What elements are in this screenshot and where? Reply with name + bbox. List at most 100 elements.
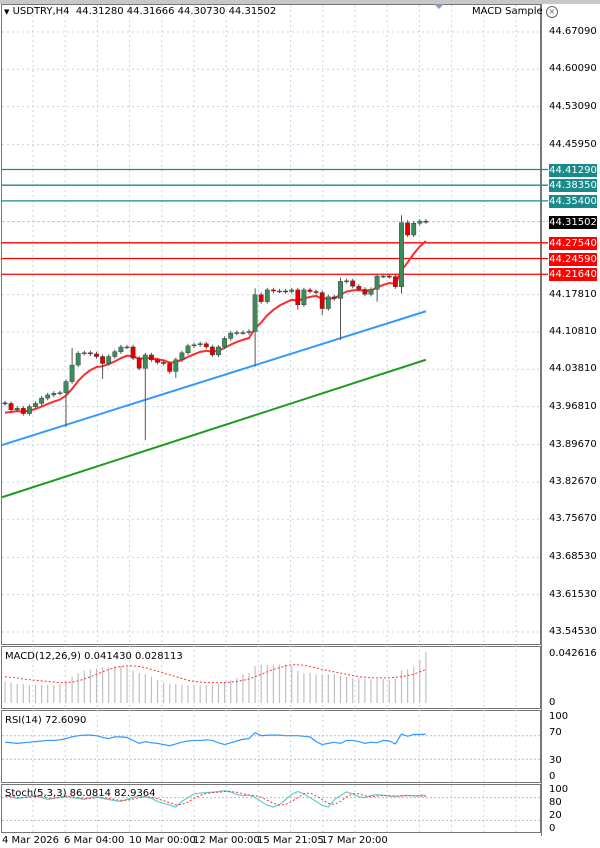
mid-moving-average-line bbox=[1, 310, 427, 446]
bearish-candle bbox=[313, 291, 319, 293]
bullish-candle bbox=[228, 332, 234, 339]
ohlc-values: 44.31280 44.31666 44.30730 44.31502 bbox=[75, 6, 277, 17]
price-tick-label: 43.82670 bbox=[549, 475, 597, 487]
window-top-bar bbox=[0, 0, 600, 4]
price-tick-label: 44.17810 bbox=[549, 288, 597, 300]
bullish-candle bbox=[27, 406, 32, 414]
bullish-candle bbox=[173, 359, 179, 372]
bearish-candle bbox=[405, 222, 410, 236]
bullish-candle bbox=[45, 394, 51, 399]
bullish-candle bbox=[252, 294, 258, 332]
bullish-candle bbox=[380, 275, 386, 278]
price-tick-label: 44.53090 bbox=[549, 100, 597, 112]
chart-shift-marker-icon[interactable] bbox=[434, 4, 444, 9]
bullish-candle bbox=[63, 381, 69, 393]
symbol-header: ▼ USDTRY,H4 44.31280 44.31666 44.30730 4… bbox=[4, 6, 276, 17]
stoch-tick-100: 100 bbox=[549, 784, 569, 795]
expert-advisor-label[interactable]: MACD Sample × bbox=[472, 6, 558, 18]
main-price-pane[interactable] bbox=[1, 4, 541, 645]
circle-x-icon[interactable]: × bbox=[545, 6, 558, 18]
bullish-candle bbox=[289, 289, 295, 292]
bullish-candle bbox=[191, 344, 197, 347]
support-price-label: 44.27540 bbox=[549, 236, 597, 250]
time-label: 15 Mar 21:05 bbox=[257, 835, 324, 846]
bullish-candle bbox=[106, 356, 112, 364]
resistance-price-label: 44.41290 bbox=[549, 163, 597, 177]
macd-label: MACD(12,26,9) 0.041430 0.028113 bbox=[5, 651, 183, 662]
bullish-candle bbox=[197, 343, 203, 346]
bullish-candle bbox=[142, 354, 148, 369]
stoch-label: Stoch(5,3,3) 86.0814 82.9364 bbox=[5, 788, 156, 799]
stoch-tick-0: 0 bbox=[549, 823, 556, 834]
bearish-candle bbox=[319, 292, 325, 309]
bearish-candle bbox=[283, 290, 288, 293]
bullish-candle bbox=[75, 353, 81, 366]
support-price-label: 44.21640 bbox=[549, 268, 597, 282]
price-tick-label: 44.60090 bbox=[549, 63, 597, 75]
bearish-candle bbox=[87, 352, 93, 355]
current-price-label: 44.31502 bbox=[549, 215, 597, 229]
bullish-candle bbox=[185, 345, 191, 354]
bullish-candle bbox=[411, 223, 417, 236]
macd-axis-max: 0.042616 bbox=[549, 648, 597, 659]
rsi-label: RSI(14) 72.6090 bbox=[5, 715, 87, 726]
rsi-line bbox=[4, 732, 426, 747]
bullish-candle bbox=[417, 220, 423, 224]
bearish-candle bbox=[307, 289, 313, 292]
rsi-tick-30: 30 bbox=[549, 755, 562, 766]
bullish-candle bbox=[124, 346, 130, 349]
time-label: 6 Mar 04:00 bbox=[64, 835, 125, 846]
bearish-candle bbox=[295, 289, 301, 306]
bullish-candle bbox=[301, 289, 307, 306]
price-tick-label: 43.89670 bbox=[549, 438, 597, 450]
bearish-candle bbox=[148, 354, 154, 360]
bullish-candle bbox=[374, 275, 380, 290]
bearish-candle bbox=[356, 285, 362, 290]
bullish-candle bbox=[277, 290, 282, 293]
bearish-candle bbox=[100, 356, 106, 364]
rsi-tick-100: 100 bbox=[549, 711, 569, 722]
bearish-candle bbox=[423, 220, 429, 223]
price-tick-label: 44.03810 bbox=[549, 363, 597, 375]
price-tick-label: 43.75670 bbox=[549, 513, 597, 525]
bullish-candle bbox=[399, 222, 404, 287]
bullish-candle bbox=[234, 332, 240, 334]
bearish-candle bbox=[362, 289, 368, 295]
bullish-candle bbox=[112, 351, 118, 357]
stoch-tick-20: 20 bbox=[549, 810, 562, 821]
rsi-tick-70: 70 bbox=[549, 727, 562, 738]
bearish-candle bbox=[20, 408, 26, 414]
bearish-candle bbox=[130, 346, 136, 359]
bearish-candle bbox=[2, 402, 8, 405]
support-price-label: 44.24590 bbox=[549, 252, 597, 266]
bearish-candle bbox=[161, 362, 166, 364]
rsi-pane[interactable] bbox=[1, 710, 541, 783]
bullish-candle bbox=[264, 289, 270, 302]
price-tick-label: 43.68530 bbox=[549, 551, 597, 563]
price-tick-label: 44.10810 bbox=[549, 325, 597, 337]
macd-signal-line bbox=[4, 664, 427, 684]
bullish-candle bbox=[33, 403, 38, 407]
bullish-candle bbox=[240, 332, 246, 334]
stoch-main-line bbox=[4, 790, 426, 808]
rsi-tick-0: 0 bbox=[549, 771, 556, 782]
bearish-candle bbox=[393, 276, 398, 287]
bullish-candle bbox=[69, 364, 75, 382]
fast-moving-average-line bbox=[4, 240, 427, 414]
bearish-candle bbox=[258, 294, 264, 302]
price-tick-label: 44.45950 bbox=[549, 138, 597, 150]
bearish-candle bbox=[332, 296, 337, 299]
bullish-candle bbox=[179, 352, 185, 360]
bullish-candle bbox=[81, 352, 87, 355]
stoch-tick-80: 80 bbox=[549, 797, 562, 808]
time-label: 12 Mar 00:00 bbox=[193, 835, 260, 846]
bullish-candle bbox=[118, 346, 124, 352]
price-tick-label: 43.54530 bbox=[549, 625, 597, 637]
bullish-candle bbox=[325, 296, 331, 309]
bearish-candle bbox=[209, 346, 215, 356]
stochastic-pane[interactable] bbox=[1, 784, 541, 833]
bearish-candle bbox=[155, 359, 160, 363]
triangle-down-icon[interactable]: ▼ bbox=[4, 8, 10, 16]
bearish-candle bbox=[203, 343, 209, 348]
resistance-price-label: 44.35400 bbox=[549, 194, 597, 208]
